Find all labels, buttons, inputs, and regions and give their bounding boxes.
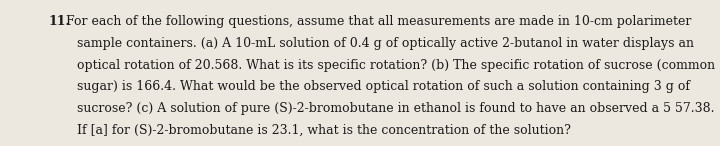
Text: For each of the following questions, assume that all measurements are made in 10: For each of the following questions, ass…: [66, 15, 691, 28]
Text: 11.: 11.: [49, 15, 71, 28]
Text: optical rotation of 20.568. What is its specific rotation? (b) The specific rota: optical rotation of 20.568. What is its …: [77, 59, 715, 72]
Text: sucrose? (c) A solution of pure (S)-2-bromobutane in ethanol is found to have an: sucrose? (c) A solution of pure (S)-2-br…: [77, 102, 714, 115]
Text: sugar) is 166.4. What would be the observed optical rotation of such a solution : sugar) is 166.4. What would be the obser…: [77, 80, 690, 93]
Text: If [a] for (S)-2-bromobutane is 23.1, what is the concentration of the solution?: If [a] for (S)-2-bromobutane is 23.1, wh…: [77, 123, 571, 136]
Text: sample containers. (a) A 10-mL solution of 0.4 g of optically active 2-butanol i: sample containers. (a) A 10-mL solution …: [77, 37, 694, 50]
